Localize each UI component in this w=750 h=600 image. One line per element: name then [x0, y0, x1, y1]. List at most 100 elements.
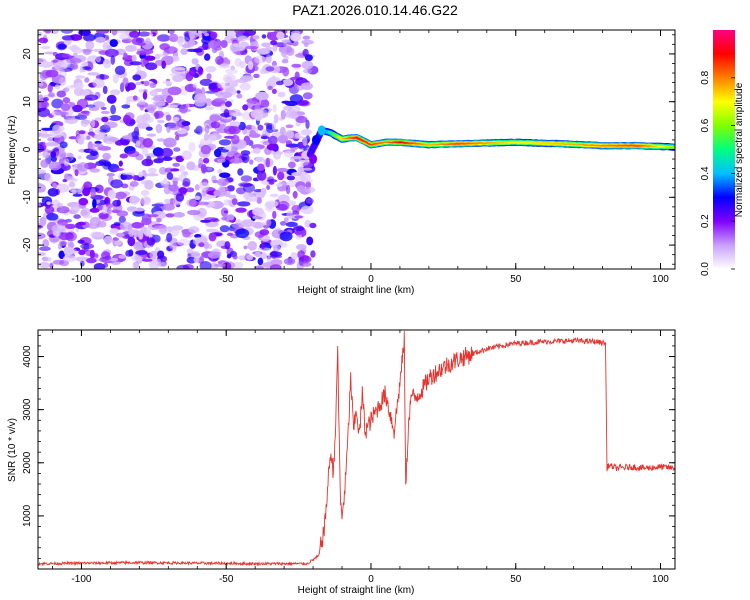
- snr-x-label: Height of straight line (km): [298, 585, 415, 596]
- noise-blob: [277, 91, 286, 98]
- noise-blob: [300, 129, 312, 136]
- noise-blob: [303, 42, 309, 48]
- noise-blob: [265, 157, 270, 168]
- noise-blob: [60, 30, 74, 34]
- noise-blob: [261, 42, 271, 48]
- noise-blob: [287, 161, 296, 169]
- colorbar-tick-label: 0.0: [700, 262, 711, 276]
- noise-blob: [52, 230, 61, 237]
- noise-blob: [114, 240, 122, 246]
- noise-blob: [276, 80, 284, 86]
- noise-blob: [156, 218, 162, 223]
- noise-blob: [170, 73, 177, 77]
- spectrogram-x-axis: -100 -50 0 50 100: [52, 30, 669, 285]
- noise-blob: [237, 201, 251, 207]
- noise-blob: [129, 195, 140, 205]
- noise-blob: [220, 40, 228, 48]
- noise-blob: [115, 232, 125, 237]
- noise-blob: [208, 82, 218, 90]
- noise-blob: [141, 217, 152, 226]
- noise-blob: [125, 250, 133, 257]
- noise-blob: [247, 192, 257, 197]
- noise-blob: [247, 241, 257, 251]
- noise-blob: [118, 160, 123, 167]
- noise-blob: [284, 150, 293, 158]
- noise-blob: [212, 179, 219, 184]
- noise-blob: [268, 181, 275, 185]
- noise-blob: [210, 31, 218, 39]
- noise-blob: [239, 60, 246, 69]
- noise-blob: [286, 210, 294, 219]
- noise-blob: [118, 33, 131, 40]
- noise-blob: [181, 150, 192, 160]
- noise-blob: [219, 63, 230, 69]
- noise-blob: [104, 48, 119, 58]
- noise-blob: [200, 219, 212, 223]
- noise-blob: [126, 82, 136, 91]
- noise-blob: [273, 244, 281, 252]
- snr-y-tick-label: 1000: [22, 504, 33, 527]
- noise-blob: [239, 82, 251, 91]
- noise-blob: [129, 30, 140, 38]
- noise-blob: [217, 158, 226, 163]
- noise-blob: [236, 90, 241, 94]
- noise-blob: [49, 30, 59, 35]
- noise-blob: [165, 114, 172, 121]
- noise-blob: [62, 179, 67, 183]
- noise-blob: [249, 159, 254, 165]
- noise-blob: [227, 214, 235, 221]
- noise-blob: [94, 140, 102, 145]
- noise-blob: [38, 261, 51, 269]
- noise-blob: [277, 200, 290, 211]
- noise-blob: [43, 97, 49, 102]
- noise-blob: [39, 246, 51, 251]
- noise-blob: [253, 73, 260, 79]
- noise-blob: [68, 136, 78, 140]
- noise-blob: [90, 188, 96, 198]
- noise-blob: [95, 55, 102, 63]
- noise-blob: [305, 198, 314, 204]
- snr-x-tick-label: 0: [368, 574, 374, 585]
- noise-blob: [200, 164, 207, 174]
- noise-blob: [222, 262, 232, 269]
- noise-blob: [74, 169, 79, 177]
- noise-blob: [218, 139, 232, 146]
- noise-blob: [260, 136, 270, 140]
- noise-blob: [103, 235, 113, 245]
- noise-blob: [281, 59, 289, 64]
- noise-blob: [208, 251, 221, 259]
- noise-blob: [241, 156, 248, 161]
- noise-blob: [266, 179, 278, 183]
- noise-blob: [132, 261, 140, 269]
- noise-blob: [175, 135, 180, 141]
- noise-blob: [131, 54, 137, 62]
- noise-blob: [94, 144, 104, 148]
- noise-blob: [38, 81, 44, 87]
- spectrogram-noise-blobs: [38, 30, 319, 269]
- noise-blob: [129, 181, 139, 187]
- noise-blob: [63, 158, 70, 167]
- noise-blob: [81, 66, 92, 70]
- noise-blob: [186, 199, 197, 207]
- noise-blob: [286, 175, 296, 181]
- noise-blob: [48, 161, 62, 171]
- noise-blob: [54, 84, 61, 90]
- noise-blob: [109, 39, 119, 48]
- noise-blob: [51, 98, 64, 109]
- noise-blob: [213, 97, 228, 103]
- noise-blob: [61, 53, 71, 58]
- noise-blob: [94, 134, 105, 140]
- noise-blob: [266, 143, 278, 151]
- noise-blob: [294, 230, 304, 236]
- noise-blob: [157, 119, 165, 124]
- noise-blob: [57, 202, 64, 208]
- noise-blob: [136, 50, 147, 56]
- noise-blob: [272, 165, 277, 176]
- noise-blob: [163, 137, 177, 148]
- spectrogram-y-tick-label: -20: [22, 237, 33, 252]
- noise-blob: [161, 184, 169, 188]
- noise-blob: [145, 62, 158, 71]
- noise-blob: [276, 31, 285, 40]
- noise-blob: [208, 40, 220, 49]
- noise-blob: [100, 110, 110, 115]
